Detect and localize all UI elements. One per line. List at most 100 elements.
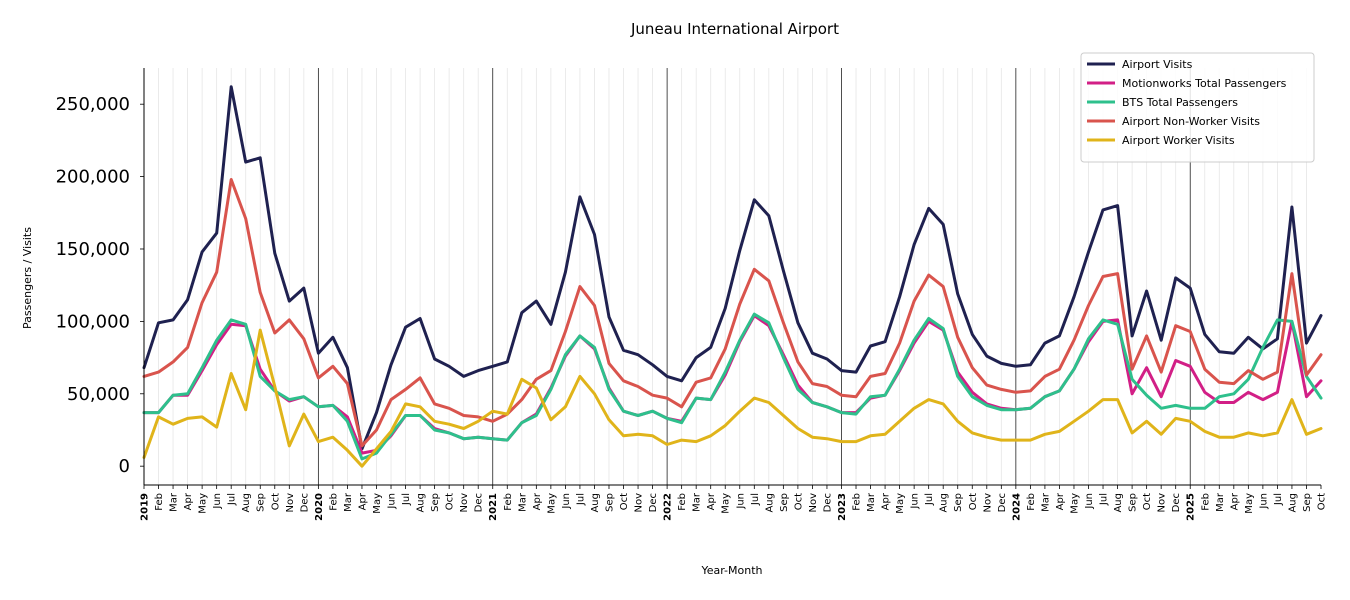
x-tick-label: Jun <box>561 493 572 510</box>
x-tick-label: Aug <box>1287 493 1298 513</box>
x-tick-label: Sep <box>430 493 441 512</box>
x-tick-label: Sep <box>256 493 267 512</box>
x-tick-label: 2023 <box>837 493 848 521</box>
x-tick-label: Apr <box>1055 492 1066 510</box>
x-tick-label: Apr <box>881 492 892 510</box>
x-tick-label: Jul <box>1273 493 1284 506</box>
x-tick-label: Apr <box>183 492 194 510</box>
chart-title: Juneau International Airport <box>630 20 839 38</box>
x-tick-label: Mar <box>169 492 180 512</box>
y-tick-label: 150,000 <box>56 239 130 260</box>
x-tick-label: Aug <box>416 493 427 513</box>
x-tick-label: 2019 <box>140 493 151 521</box>
x-tick-label: Sep <box>1302 493 1313 512</box>
x-tick-label: Jun <box>735 493 746 510</box>
x-tick-label: May <box>1069 493 1080 514</box>
x-tick-label: Aug <box>764 493 775 513</box>
x-tick-label: Mar <box>692 492 703 512</box>
x-tick-label: 2024 <box>1011 493 1022 521</box>
x-tick-label: Oct <box>968 493 979 510</box>
x-tick-label: Mar <box>517 492 528 512</box>
x-tick-label: Dec <box>299 493 310 512</box>
y-tick-label: 100,000 <box>56 311 130 332</box>
x-tick-label: Sep <box>953 493 964 512</box>
x-tick-label: Apr <box>357 492 368 510</box>
x-tick-label: May <box>372 493 383 514</box>
x-tick-label: Apr <box>532 492 543 510</box>
legend-label-motionworks-total-passengers: Motionworks Total Passengers <box>1122 77 1287 90</box>
y-axis-label: Passengers / Visits <box>21 227 34 329</box>
legend-label-bts-total-passengers: BTS Total Passengers <box>1122 96 1238 109</box>
x-tick-label: Sep <box>1128 493 1139 512</box>
x-tick-label: Jun <box>387 493 398 510</box>
y-tick-label: 0 <box>119 456 130 477</box>
x-tick-label: Dec <box>474 493 485 512</box>
y-tick-label: 50,000 <box>67 384 130 405</box>
x-tick-label: Sep <box>779 493 790 512</box>
legend-label-airport-visits: Airport Visits <box>1122 58 1193 71</box>
x-tick-label: Mar <box>1040 492 1051 512</box>
x-tick-label: Feb <box>1200 493 1211 511</box>
y-tick-label: 200,000 <box>56 167 130 188</box>
x-tick-label: Aug <box>1113 493 1124 513</box>
x-tick-label: Oct <box>619 493 630 510</box>
y-tick-label: 250,000 <box>56 94 130 115</box>
x-tick-label: Feb <box>677 493 688 511</box>
x-tick-label: Apr <box>1229 492 1240 510</box>
x-tick-label: May <box>1244 493 1255 514</box>
x-tick-label: May <box>895 493 906 514</box>
x-tick-label: Sep <box>604 493 615 512</box>
x-tick-label: Aug <box>241 493 252 513</box>
x-tick-label: Jun <box>1084 493 1095 510</box>
x-tick-label: Dec <box>822 493 833 512</box>
x-tick-label: Apr <box>706 492 717 510</box>
x-tick-label: Jun <box>1258 493 1269 510</box>
x-tick-label: Jul <box>750 493 761 506</box>
x-tick-label: Jul <box>575 493 586 506</box>
x-tick-label: May <box>721 493 732 514</box>
x-tick-label: Dec <box>648 493 659 512</box>
x-tick-label: May <box>198 493 209 514</box>
x-axis-label: Year-Month <box>700 564 762 577</box>
x-tick-label: Jun <box>910 493 921 510</box>
x-tick-label: Feb <box>1026 493 1037 511</box>
x-tick-label: 2020 <box>314 493 325 521</box>
x-tick-label: Jul <box>924 493 935 506</box>
x-tick-label: Oct <box>1142 493 1153 510</box>
x-tick-label: Jun <box>212 493 223 510</box>
x-tick-label: Nov <box>982 493 993 513</box>
x-tick-label: Mar <box>1215 492 1226 512</box>
x-tick-label: Feb <box>328 493 339 511</box>
x-tick-label: Oct <box>270 493 281 510</box>
x-tick-label: May <box>546 493 557 514</box>
x-tick-label: Nov <box>1157 493 1168 513</box>
x-tick-label: Dec <box>997 493 1008 512</box>
x-tick-label: 2022 <box>663 493 674 521</box>
legend-label-airport-worker-visits: Airport Worker Visits <box>1122 134 1235 147</box>
x-tick-label: Jul <box>1099 493 1110 506</box>
legend-label-airport-non-worker-visits: Airport Non-Worker Visits <box>1122 115 1260 128</box>
x-tick-label: Feb <box>852 493 863 511</box>
x-tick-label: 2021 <box>488 493 499 521</box>
x-tick-label: Mar <box>343 492 354 512</box>
x-tick-label: 2025 <box>1186 493 1197 521</box>
x-tick-label: Jul <box>401 493 412 506</box>
x-tick-label: Feb <box>503 493 514 511</box>
x-tick-label: Nov <box>285 493 296 513</box>
x-tick-label: Oct <box>1317 493 1328 510</box>
x-tick-label: Dec <box>1171 493 1182 512</box>
x-tick-label: Aug <box>590 493 601 513</box>
x-tick-label: Oct <box>793 493 804 510</box>
x-tick-label: Mar <box>866 492 877 512</box>
legend: Airport Visits Motionworks Total Passenge… <box>1081 53 1314 162</box>
x-tick-label: Aug <box>939 493 950 513</box>
x-tick-label: Nov <box>808 493 819 513</box>
series-line-bts-total-passengers <box>144 314 1321 459</box>
x-tick-label: Feb <box>154 493 165 511</box>
x-tick-label: Oct <box>445 493 456 510</box>
x-tick-label: Nov <box>634 493 645 513</box>
x-tick-label: Jul <box>227 493 238 506</box>
x-tick-label: Nov <box>459 493 470 513</box>
